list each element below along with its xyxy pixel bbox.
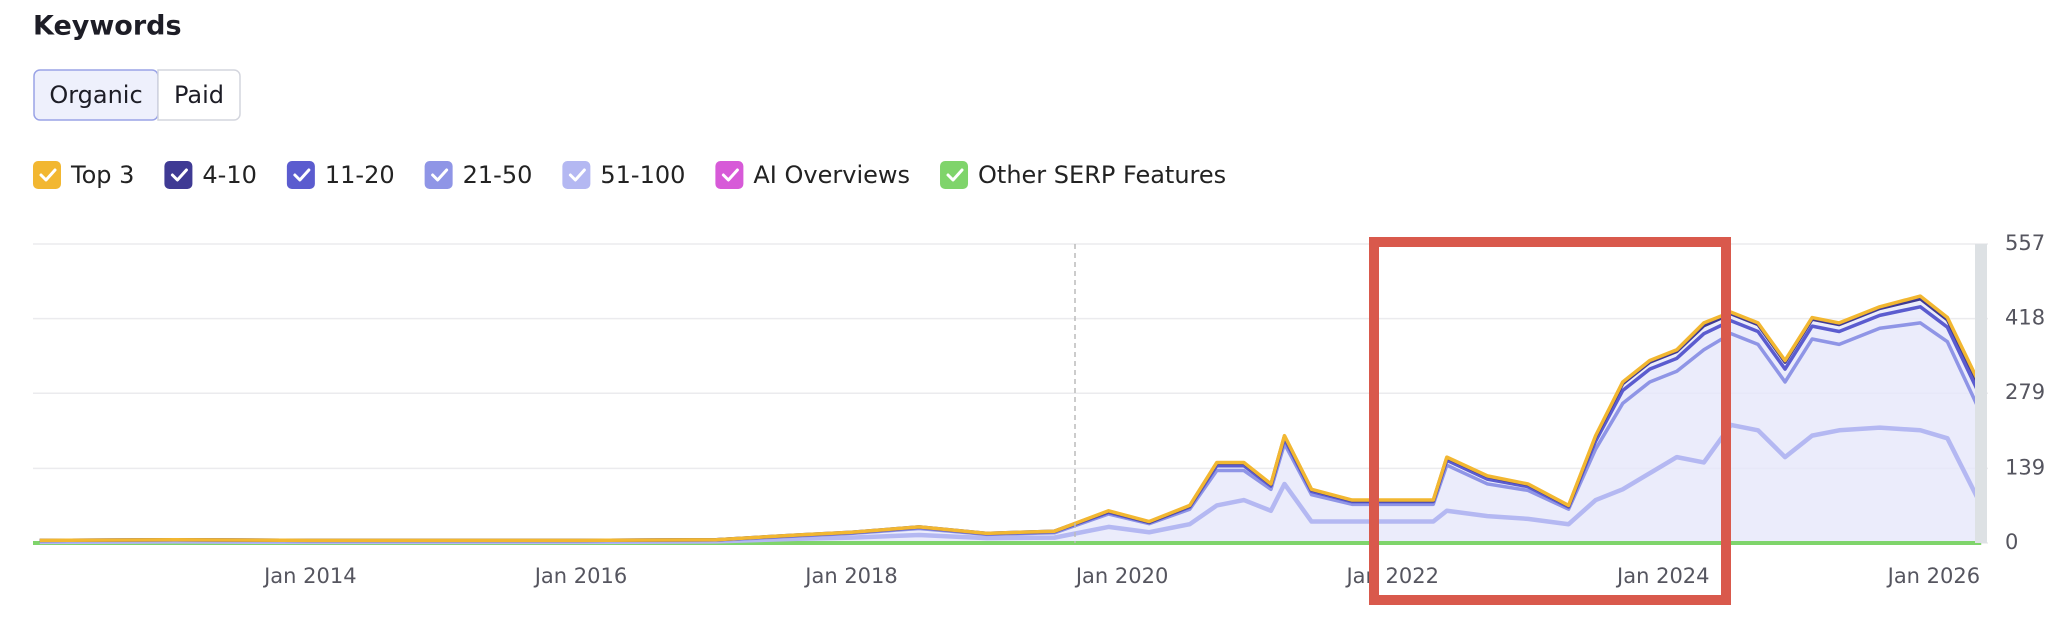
legend-checkbox[interactable] bbox=[33, 161, 61, 189]
check-mark bbox=[568, 168, 586, 182]
area bbox=[39, 296, 1982, 543]
y-tick-label: 0 bbox=[2005, 530, 2018, 554]
legend: Top 3 4-10 11-20 21-50 51-100 AI Overviews Oth… bbox=[33, 161, 1226, 189]
legend-checkbox[interactable] bbox=[715, 161, 744, 189]
x-tick-label: Jan 2022 bbox=[1344, 564, 1439, 588]
highlight-box bbox=[1369, 237, 1731, 605]
check-mark bbox=[293, 168, 311, 182]
legend-label: Other SERP Features bbox=[978, 161, 1226, 189]
x-tick-label: Jan 2014 bbox=[262, 564, 357, 588]
section-title: Keywords bbox=[33, 11, 182, 42]
legend-checkbox[interactable] bbox=[940, 161, 969, 189]
x-tick-label: Jan 2020 bbox=[1074, 564, 1169, 588]
x-tick-label: Jan 2016 bbox=[533, 564, 628, 588]
legend-label: 11-20 bbox=[325, 161, 395, 189]
y-tick-label: 279 bbox=[2005, 380, 2045, 404]
legend-label: 51-100 bbox=[600, 161, 685, 189]
legend-checkbox[interactable] bbox=[164, 161, 193, 189]
y-tick-label: 557 bbox=[2005, 231, 2045, 255]
x-tick-label: Jan 2018 bbox=[803, 564, 898, 588]
check-mark bbox=[946, 168, 964, 182]
legend-checkbox[interactable] bbox=[562, 161, 591, 189]
range-end bbox=[1975, 244, 1987, 543]
legend-label: AI Overviews bbox=[753, 161, 910, 189]
tab-label: Paid bbox=[174, 81, 224, 109]
check-mark bbox=[721, 168, 739, 182]
check-mark bbox=[170, 168, 188, 182]
y-tick-label: 139 bbox=[2005, 455, 2045, 479]
plot: 0 139 279 418 557 Jan 2014 Jan 2016 Jan 2018 Jan… bbox=[33, 231, 2045, 588]
legend-checkbox[interactable] bbox=[286, 161, 315, 189]
legend-checkbox[interactable] bbox=[424, 161, 453, 189]
legend-label: Top 3 bbox=[70, 161, 134, 189]
x-tick-label: Jan 2026 bbox=[1886, 564, 1981, 588]
legend-label: 4-10 bbox=[202, 161, 256, 189]
check-mark bbox=[39, 168, 57, 182]
y-tick-label: 418 bbox=[2005, 306, 2045, 330]
tab-label: Organic bbox=[49, 81, 142, 109]
tab-paid[interactable] bbox=[157, 69, 241, 121]
legend-label: 21-50 bbox=[463, 161, 533, 189]
x-tick-label: Jan 2024 bbox=[1615, 564, 1710, 588]
check-mark bbox=[431, 168, 449, 182]
